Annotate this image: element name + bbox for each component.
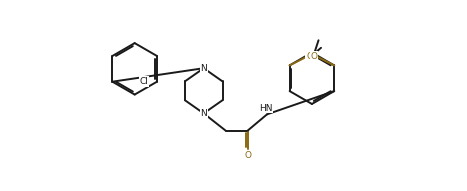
Text: N: N [200, 64, 207, 73]
Text: Cl: Cl [139, 77, 148, 86]
Text: O: O [311, 52, 318, 61]
Text: O: O [306, 52, 313, 61]
Text: O: O [244, 151, 251, 160]
Text: N: N [200, 109, 207, 118]
Text: HN: HN [259, 104, 272, 112]
